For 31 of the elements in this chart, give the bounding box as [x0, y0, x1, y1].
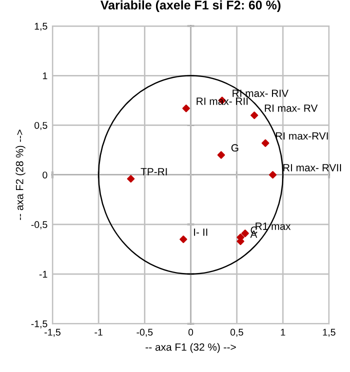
- x-tick-label: -1: [94, 328, 102, 336]
- x-tick-label: 1,5: [322, 328, 336, 337]
- point: [241, 230, 249, 238]
- annotation: R1 max: [256, 222, 291, 230]
- annotation: I- II: [194, 228, 208, 236]
- point: [180, 236, 188, 244]
- annotation: TP-RI: [140, 168, 167, 176]
- y-tick-label: -0,5: [31, 221, 48, 230]
- y-tick-label: 0,5: [34, 122, 48, 130]
- annotation: G: [231, 144, 238, 152]
- y-tick-label: -1: [39, 270, 48, 278]
- point: [217, 151, 225, 159]
- x-tick-label: -0,5: [136, 328, 153, 337]
- y-tick-label: -1,5: [31, 320, 48, 328]
- annotation: RI max- RIV: [232, 90, 288, 97]
- x-tick-label: 0: [188, 328, 194, 336]
- x-tick-label: 0,5: [230, 328, 244, 337]
- y-tick-label: 1,5: [34, 22, 48, 31]
- point: [262, 139, 270, 147]
- x-axis-title: -- axa F1 (32 %) -->: [146, 343, 236, 353]
- point: [127, 175, 135, 183]
- point: [250, 112, 258, 120]
- x-tick-label: 1: [280, 328, 286, 336]
- point: [268, 171, 277, 179]
- annotation: RI max- RVII: [283, 164, 341, 172]
- annotation: RI max- RV: [264, 104, 318, 112]
- point: [182, 104, 190, 112]
- y-tick-label: 0: [42, 172, 48, 178]
- y-tick-label: 1: [42, 72, 48, 80]
- y-axis-title: -- axa F2 (28 %) -->: [16, 130, 26, 220]
- chart-title: Variabile (axele F1 si F2: 60 %): [100, 0, 280, 12]
